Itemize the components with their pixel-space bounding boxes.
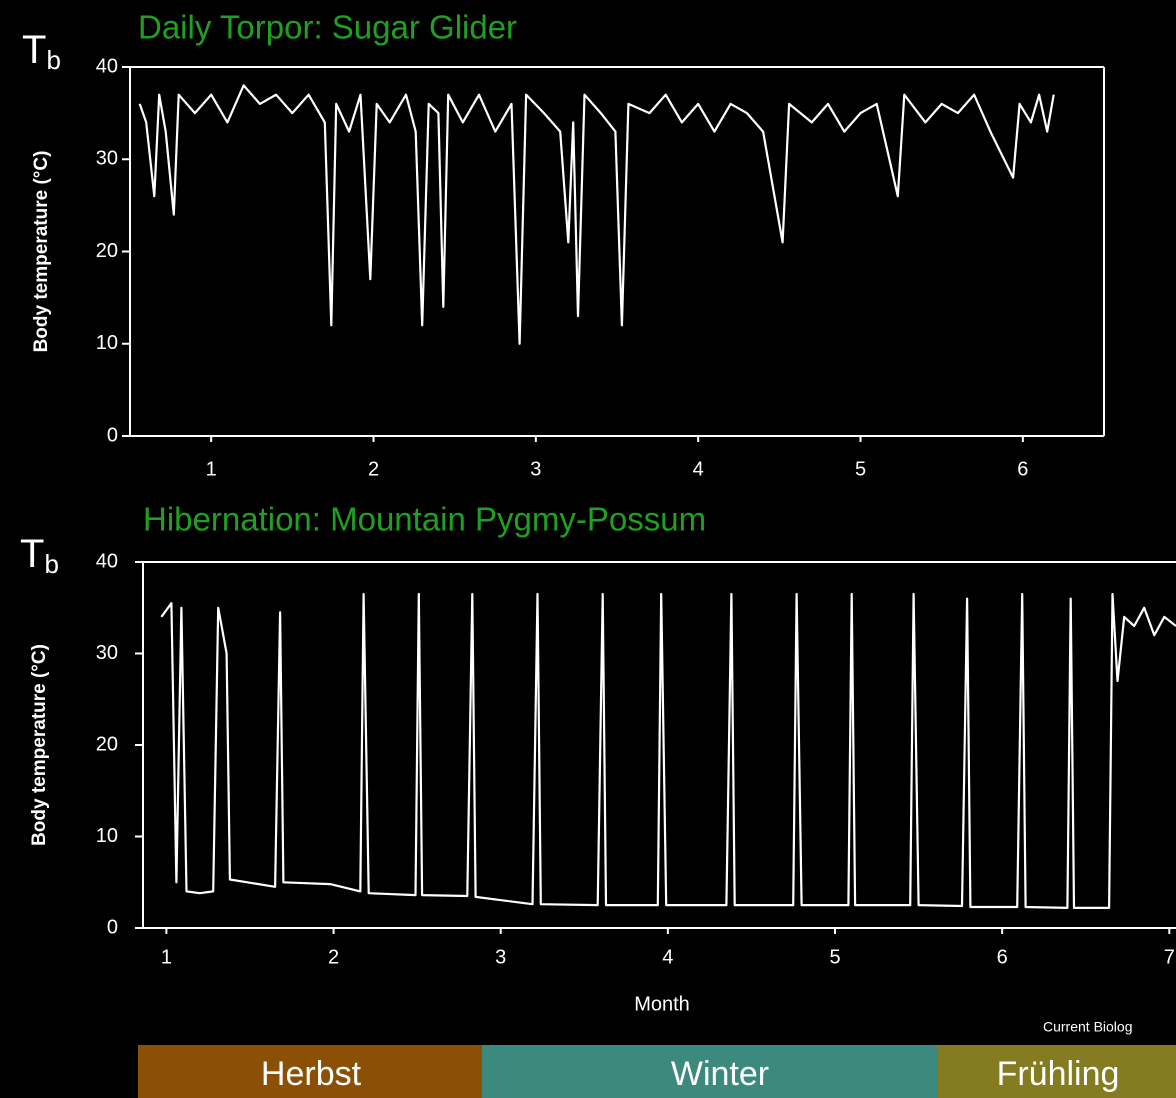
credit: Current Biolog — [1043, 1019, 1133, 1035]
x-tick-label: 1 — [161, 946, 172, 968]
x-tick-label: 3 — [495, 946, 506, 968]
y-axis-label: Body temperature (°C) — [29, 644, 50, 846]
y-symbol-sub: b — [46, 45, 60, 75]
chart-title: Daily Torpor: Sugar Glider — [138, 9, 517, 46]
season-band — [138, 1045, 482, 1098]
y-tick-label: 0 — [107, 424, 118, 446]
x-tick-label: 3 — [530, 458, 541, 480]
y-axis-label: Body temperature (°C) — [31, 151, 52, 353]
x-tick-label: 7 — [1164, 946, 1175, 968]
y-symbol: Tb — [20, 532, 59, 579]
y-symbol-sub: b — [44, 549, 58, 579]
y-tick-label: 40 — [96, 55, 118, 77]
y-tick-label: 10 — [96, 825, 118, 847]
x-tick-label: 2 — [328, 946, 339, 968]
season-band — [482, 1045, 938, 1098]
y-tick-label: 10 — [96, 332, 118, 354]
x-tick-label: 4 — [693, 458, 704, 480]
y-tick-label: 0 — [107, 916, 118, 938]
season-label: Frühling — [997, 1055, 1120, 1093]
x-tick-label: 2 — [368, 458, 379, 480]
chart-title: Hibernation: Mountain Pygmy-Possum — [143, 501, 706, 538]
temperature-line — [138, 84, 1055, 345]
x-tick-label: 6 — [997, 946, 1008, 968]
temperature-line — [160, 592, 1176, 909]
y-tick-label: 30 — [96, 148, 118, 170]
y-tick-label: 20 — [96, 240, 118, 262]
season-label: Winter — [671, 1055, 769, 1093]
season-band — [938, 1045, 1176, 1098]
x-tick-label: 4 — [662, 946, 673, 968]
y-tick-label: 20 — [96, 733, 118, 755]
y-symbol-main: T — [20, 532, 44, 576]
y-symbol-main: T — [22, 28, 46, 72]
x-tick-label: 5 — [855, 458, 866, 480]
x-tick-label: 5 — [829, 946, 840, 968]
y-tick-label: 30 — [96, 642, 118, 664]
season-label: Herbst — [261, 1055, 362, 1093]
x-tick-label: 1 — [206, 458, 217, 480]
x-tick-label: 6 — [1017, 458, 1028, 480]
season-bar: Herbst Winter Frühling — [138, 1045, 1176, 1098]
y-tick-label: 40 — [96, 550, 118, 572]
y-symbol: Tb — [22, 28, 61, 75]
x-axis-label: Month — [634, 993, 690, 1015]
